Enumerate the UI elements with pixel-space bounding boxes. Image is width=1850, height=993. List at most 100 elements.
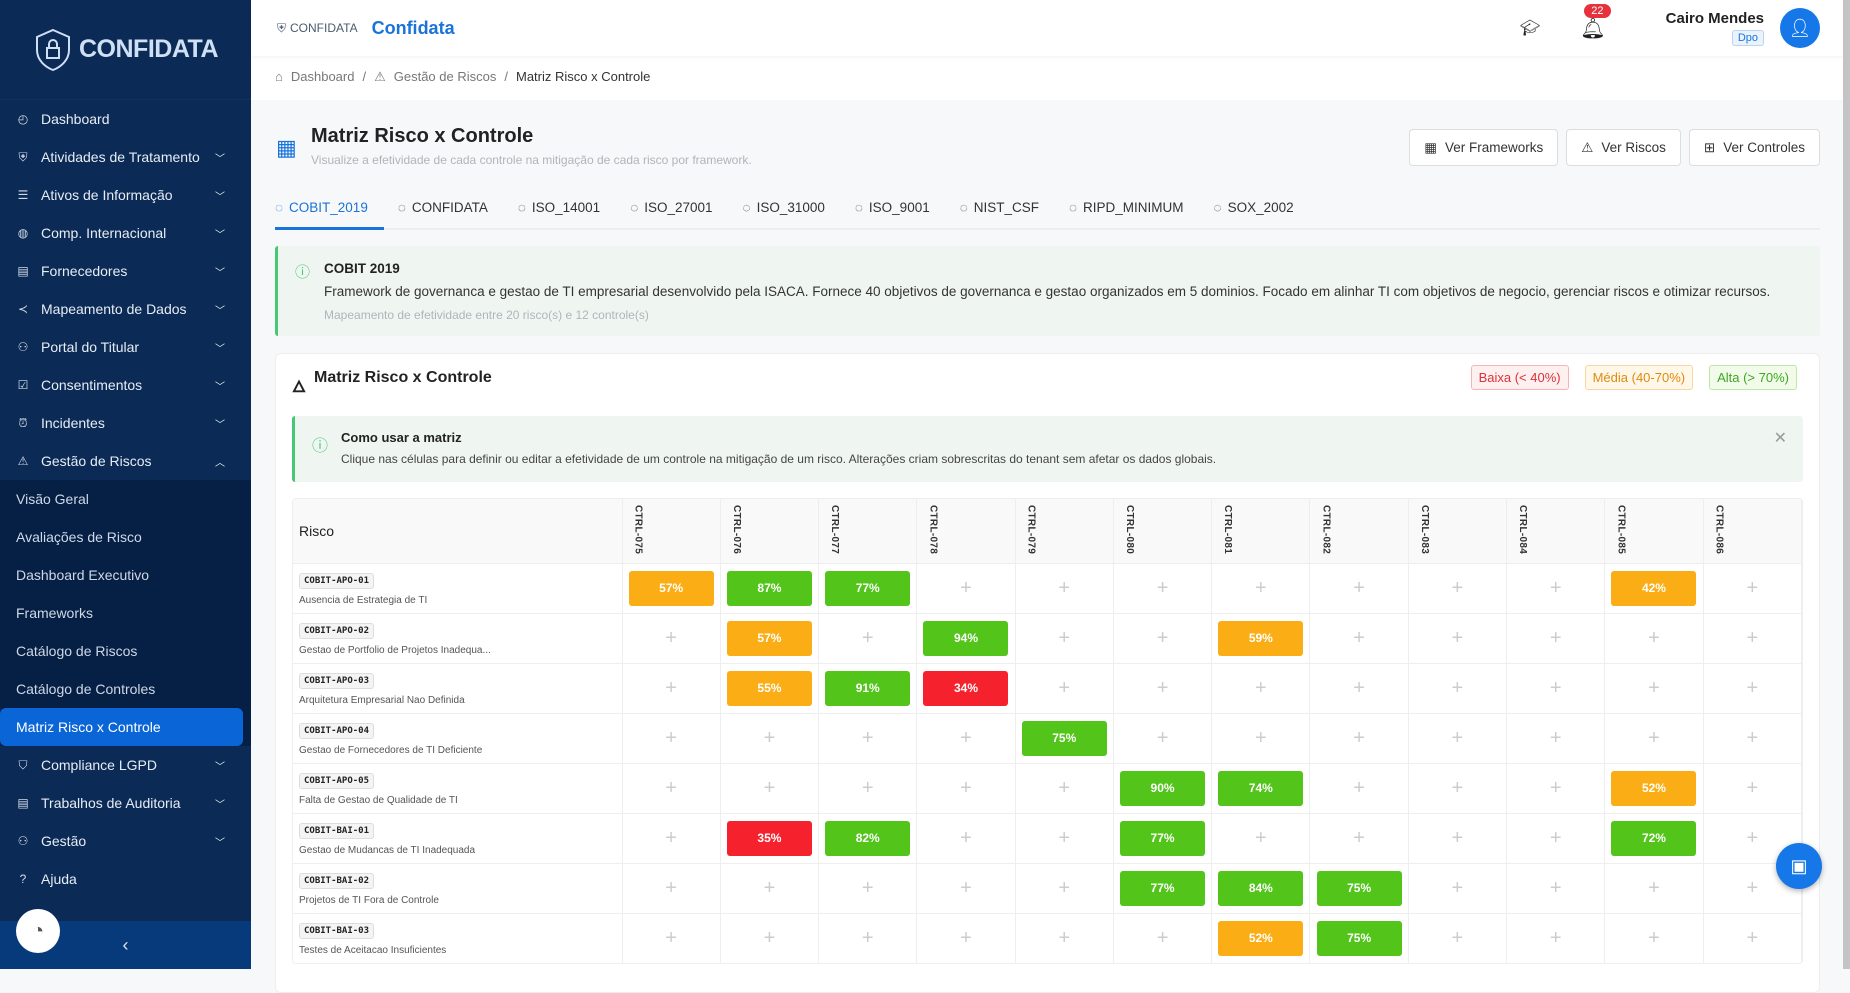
matrix-cell-empty[interactable]: + (1506, 912, 1606, 963)
tab-nist_csf[interactable]: ◌ NIST_CSF (960, 196, 1055, 230)
tab-sox_2002[interactable]: ◌ SOX_2002 (1214, 196, 1310, 230)
tab-cobit_2019[interactable]: ◌ COBIT_2019 (275, 196, 384, 230)
cookie-settings-button[interactable]: ◔ (16, 909, 60, 953)
tab-iso_27001[interactable]: ◌ ISO_27001 (630, 196, 728, 230)
matrix-cell[interactable]: 35% (720, 812, 820, 863)
matrix-cell[interactable]: 75% (1015, 712, 1114, 763)
sidebar-item-ativos-de-informacao[interactable]: ☰ Ativos de Informação ﹀ (0, 176, 251, 214)
matrix-cell[interactable]: 55% (720, 662, 820, 713)
ver-controles-button[interactable]: ⊞ Ver Controles (1688, 129, 1820, 166)
tab-ripd_minimum[interactable]: ◌ RIPD_MINIMUM (1069, 196, 1200, 230)
sidebar-item-incidentes[interactable]: ⏰︎ Incidentes ﹀ (0, 404, 251, 442)
matrix-cell[interactable]: 75% (1309, 912, 1409, 963)
matrix-cell[interactable]: 57% (622, 562, 721, 613)
matrix-cell-empty[interactable]: + (1506, 712, 1606, 763)
matrix-cell[interactable]: 42% (1604, 562, 1704, 613)
matrix-cell-empty[interactable]: + (916, 712, 1016, 763)
matrix-cell-empty[interactable]: + (622, 862, 721, 913)
assistant-button[interactable]: ▣ (1776, 843, 1822, 889)
header-logo[interactable]: ⛨ CONFIDATA (277, 21, 358, 36)
matrix-cell-empty[interactable]: + (1506, 862, 1606, 913)
page-scrollbar[interactable] (1843, 0, 1850, 969)
matrix-cell-empty[interactable]: + (1408, 562, 1508, 613)
matrix-cell-empty[interactable]: + (1015, 562, 1114, 613)
matrix-cell-empty[interactable]: + (1604, 862, 1704, 913)
matrix-cell-empty[interactable]: + (1015, 662, 1114, 713)
avatar[interactable]: 👤︎ (1780, 8, 1820, 48)
sidebar-item-trabalhos-de-auditoria[interactable]: ▤ Trabalhos de Auditoria ﹀ (0, 784, 251, 822)
sidebar-item-gestao[interactable]: ⚇ Gestão ﹀ (0, 822, 251, 860)
matrix-cell-empty[interactable]: + (1211, 712, 1311, 763)
matrix-cell-empty[interactable]: + (916, 562, 1016, 613)
matrix-cell-empty[interactable]: + (1309, 762, 1409, 813)
graduation-cap-icon[interactable]: 🎓︎ (1519, 20, 1541, 37)
matrix-cell-empty[interactable]: + (818, 912, 918, 963)
sidebar-item-atividades-de-tratamento[interactable]: ⛨ Atividades de Tratamento ﹀ (0, 138, 251, 176)
matrix-cell[interactable]: 77% (818, 562, 918, 613)
matrix-cell-empty[interactable]: + (1703, 762, 1802, 813)
sidebar-item-mapeamento-de-dados[interactable]: ≺ Mapeamento de Dados ﹀ (0, 290, 251, 328)
matrix-cell[interactable]: 59% (1211, 612, 1311, 663)
matrix-cell-empty[interactable]: + (1015, 612, 1114, 663)
matrix-cell[interactable]: 74% (1211, 762, 1311, 813)
matrix-cell-empty[interactable]: + (622, 762, 721, 813)
matrix-cell-empty[interactable]: + (1604, 712, 1704, 763)
matrix-cell-empty[interactable]: + (1113, 562, 1213, 613)
matrix-cell-empty[interactable]: + (720, 862, 820, 913)
matrix-cell-empty[interactable]: + (1113, 712, 1213, 763)
sidebar-logo[interactable]: CONFIDATA (0, 0, 251, 100)
sidebar-item-fornecedores[interactable]: ▤ Fornecedores ﹀ (0, 252, 251, 290)
sidebar-item-compliance-lgpd[interactable]: ⛉ Compliance LGPD ﹀ (0, 746, 251, 784)
matrix-cell-empty[interactable]: + (1309, 562, 1409, 613)
matrix-cell[interactable]: 52% (1211, 912, 1311, 963)
matrix-cell-empty[interactable]: + (1408, 812, 1508, 863)
matrix-cell-empty[interactable]: + (916, 812, 1016, 863)
matrix-cell-empty[interactable]: + (622, 712, 721, 763)
sidebar-subitem[interactable]: Catálogo de Riscos (16, 643, 138, 659)
matrix-cell-empty[interactable]: + (1015, 862, 1114, 913)
matrix-cell-empty[interactable]: + (1309, 612, 1409, 663)
matrix-cell-empty[interactable]: + (1703, 662, 1802, 713)
matrix-cell-empty[interactable]: + (622, 662, 721, 713)
sidebar-item-ajuda[interactable]: ? Ajuda (0, 860, 251, 898)
sidebar-subitem[interactable]: Matriz Risco x Controle (0, 708, 243, 746)
matrix-cell[interactable]: 87% (720, 562, 820, 613)
matrix-cell-empty[interactable]: + (916, 762, 1016, 813)
matrix-cell-empty[interactable]: + (1703, 912, 1802, 963)
matrix-cell-empty[interactable]: + (1506, 612, 1606, 663)
tab-iso_14001[interactable]: ◌ ISO_14001 (518, 196, 616, 230)
matrix-cell-empty[interactable]: + (1113, 662, 1213, 713)
ver-frameworks-button[interactable]: ▦ Ver Frameworks (1409, 129, 1559, 166)
sidebar-item-portal-do-titular[interactable]: ⚇ Portal do Titular ﹀ (0, 328, 251, 366)
matrix-cell-empty[interactable]: + (1408, 762, 1508, 813)
tab-confidata[interactable]: ◌ CONFIDATA (398, 196, 504, 230)
matrix-cell-empty[interactable]: + (1408, 862, 1508, 913)
matrix-cell-empty[interactable]: + (916, 912, 1016, 963)
matrix-cell-empty[interactable]: + (1408, 662, 1508, 713)
matrix-cell-empty[interactable]: + (1015, 812, 1114, 863)
matrix-cell[interactable]: 77% (1113, 862, 1213, 913)
matrix-cell-empty[interactable]: + (720, 762, 820, 813)
ver-riscos-button[interactable]: ⚠ Ver Riscos (1566, 129, 1681, 166)
matrix-cell-empty[interactable]: + (1408, 912, 1508, 963)
matrix-cell-empty[interactable]: + (622, 612, 721, 663)
matrix-cell-empty[interactable]: + (1309, 812, 1409, 863)
matrix-cell-empty[interactable]: + (1211, 562, 1311, 613)
close-icon[interactable]: ✕ (1773, 430, 1787, 447)
matrix-cell[interactable]: 34% (916, 662, 1016, 713)
sidebar-item-gestao-de-riscos[interactable]: ⚠ Gestão de Riscos ︿ (0, 442, 251, 480)
matrix-cell[interactable]: 52% (1604, 762, 1704, 813)
sidebar-item-dashboard[interactable]: ◴ Dashboard (0, 100, 251, 138)
matrix-cell[interactable]: 94% (916, 612, 1016, 663)
matrix-cell-empty[interactable]: + (1211, 812, 1311, 863)
matrix-cell-empty[interactable]: + (720, 712, 820, 763)
tab-iso_31000[interactable]: ◌ ISO_31000 (743, 196, 841, 230)
sidebar-subitem[interactable]: Visão Geral (16, 491, 89, 507)
matrix-cell-empty[interactable]: + (1604, 662, 1704, 713)
matrix-cell-empty[interactable]: + (622, 812, 721, 863)
matrix-cell[interactable]: 82% (818, 812, 918, 863)
breadcrumb-gestao-riscos[interactable]: Gestão de Riscos (393, 69, 497, 84)
matrix-cell-empty[interactable]: + (1506, 662, 1606, 713)
sidebar-subitem[interactable]: Catálogo de Controles (16, 681, 156, 697)
matrix-cell-empty[interactable]: + (1015, 762, 1114, 813)
